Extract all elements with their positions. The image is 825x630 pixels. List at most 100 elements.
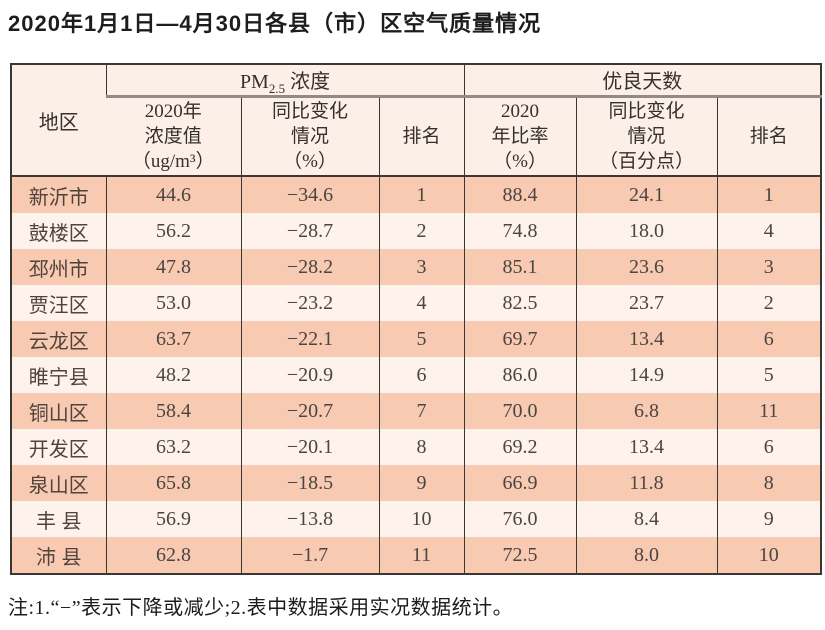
cell-gd-rank: 11: [716, 393, 822, 429]
air-quality-table: 地区 PM2.5 浓度 优良天数 2020年 浓度值 （ug/m³） 同比变化 …: [10, 63, 823, 575]
cell-pm-change: −28.7: [240, 213, 379, 249]
cell-region: 鼓楼区: [10, 213, 106, 249]
cell-gd-change: 8.4: [575, 501, 718, 537]
table-row: 泉山区 65.8 −18.5 9 66.9 11.8 8: [10, 465, 822, 501]
header-gd-rank: 排名: [716, 96, 822, 177]
header-pm-rank: 排名: [378, 96, 465, 177]
cell-gd-change: 23.6: [575, 249, 718, 285]
table-row: 铜山区 58.4 −20.7 7 70.0 6.8 11: [10, 393, 822, 429]
cell-gd-rate: 86.0: [463, 357, 577, 393]
cell-gd-change: 14.9: [575, 357, 718, 393]
cell-region: 丰 县: [10, 501, 106, 537]
header-pm-value: 2020年 浓度值 （ug/m³）: [106, 96, 241, 177]
cell-pm-rank: 5: [378, 321, 465, 357]
cell-pm-change: −22.1: [240, 321, 379, 357]
cell-pm-value: 53.0: [105, 285, 241, 321]
cell-pm-rank: 7: [378, 393, 465, 429]
cell-gd-change: 18.0: [575, 213, 718, 249]
cell-pm-rank: 2: [378, 213, 465, 249]
cell-pm-change: −20.9: [240, 357, 379, 393]
cell-gd-rate: 74.8: [463, 213, 577, 249]
cell-pm-value: 56.2: [105, 213, 241, 249]
cell-gd-rate: 85.1: [463, 249, 577, 285]
footnote: 注:1.“−”表示下降或减少;2.表中数据采用实况数据统计。: [8, 597, 514, 619]
cell-pm-change: −18.5: [240, 465, 379, 501]
cell-pm-value: 62.8: [105, 537, 241, 574]
table-row: 新沂市 44.6 −34.6 1 88.4 24.1 1: [10, 176, 822, 213]
cell-pm-rank: 1: [378, 176, 465, 213]
header-group-pm25: PM2.5 浓度: [105, 64, 465, 98]
page-title: 2020年1月1日—4月30日各县（市）区空气质量情况: [8, 11, 542, 36]
table-row: 贾汪区 53.0 −23.2 4 82.5 23.7 2: [10, 285, 822, 321]
cell-gd-change: 11.8: [575, 465, 718, 501]
table-row: 丰 县 56.9 −13.8 10 76.0 8.4 9: [10, 501, 822, 537]
cell-pm-change: −23.2: [240, 285, 379, 321]
cell-pm-value: 44.6: [105, 176, 241, 213]
table-row: 云龙区 63.7 −22.1 5 69.7 13.4 6: [10, 321, 822, 357]
cell-region: 泉山区: [10, 465, 106, 501]
cell-pm-change: −34.6: [240, 176, 379, 213]
cell-pm-value: 58.4: [105, 393, 241, 429]
cell-gd-rank: 6: [716, 321, 822, 357]
cell-pm-rank: 8: [378, 429, 465, 465]
pm25-subscript: 2.5: [268, 81, 286, 97]
cell-pm-rank: 9: [378, 465, 465, 501]
cell-gd-rank: 6: [716, 429, 822, 465]
cell-gd-change: 8.0: [575, 537, 718, 574]
cell-gd-change: 23.7: [575, 285, 718, 321]
header-pm-change: 同比变化 情况 （%）: [240, 96, 379, 177]
cell-region: 铜山区: [10, 393, 106, 429]
cell-pm-change: −20.1: [240, 429, 379, 465]
cell-gd-rank: 10: [716, 537, 822, 574]
cell-region: 睢宁县: [10, 357, 106, 393]
table-row: 邳州市 47.8 −28.2 3 85.1 23.6 3: [10, 249, 822, 285]
cell-gd-rate: 88.4: [463, 176, 577, 213]
cell-pm-value: 47.8: [105, 249, 241, 285]
cell-pm-change: −1.7: [240, 537, 379, 574]
cell-gd-rank: 8: [716, 465, 822, 501]
cell-gd-rate: 76.0: [463, 501, 577, 537]
cell-gd-rate: 72.5: [463, 537, 577, 574]
cell-pm-value: 63.2: [105, 429, 241, 465]
cell-pm-rank: 10: [378, 501, 465, 537]
cell-region: 新沂市: [10, 176, 106, 213]
cell-region: 开发区: [10, 429, 106, 465]
cell-pm-rank: 3: [378, 249, 465, 285]
cell-pm-rank: 4: [378, 285, 465, 321]
cell-gd-rank: 1: [716, 176, 822, 213]
cell-gd-rate: 66.9: [463, 465, 577, 501]
cell-gd-rank: 3: [716, 249, 822, 285]
cell-gd-rank: 5: [716, 357, 822, 393]
pm25-suffix: 浓度: [285, 71, 331, 94]
pm25-prefix: PM: [239, 71, 269, 94]
table-sub-header-row: 2020年 浓度值 （ug/m³） 同比变化 情况 （%） 排名 2020 年比…: [11, 96, 822, 177]
table-row: 开发区 63.2 −20.1 8 69.2 13.4 6: [10, 429, 822, 465]
table-row: 睢宁县 48.2 −20.9 6 86.0 14.9 5: [10, 357, 822, 393]
cell-region: 贾汪区: [10, 285, 106, 321]
cell-gd-rank: 4: [716, 213, 822, 249]
header-group-good-days: 优良天数: [463, 64, 822, 98]
cell-pm-change: −13.8: [240, 501, 379, 537]
cell-gd-rate: 70.0: [463, 393, 577, 429]
cell-gd-rate: 82.5: [463, 285, 577, 321]
cell-pm-value: 48.2: [105, 357, 241, 393]
cell-region: 邳州市: [10, 249, 106, 285]
table-row: 沛 县 62.8 −1.7 11 72.5 8.0 10: [10, 537, 822, 574]
cell-gd-change: 13.4: [575, 429, 718, 465]
cell-gd-rank: 2: [716, 285, 822, 321]
cell-pm-rank: 6: [378, 357, 465, 393]
cell-gd-change: 24.1: [575, 176, 718, 213]
table-row: 鼓楼区 56.2 −28.7 2 74.8 18.0 4: [10, 213, 822, 249]
cell-gd-rate: 69.7: [463, 321, 577, 357]
cell-pm-value: 56.9: [105, 501, 241, 537]
cell-gd-change: 13.4: [575, 321, 718, 357]
header-gd-change: 同比变化 情况 （百分点）: [575, 96, 718, 177]
cell-pm-change: −20.7: [240, 393, 379, 429]
header-region: 地区: [11, 64, 106, 177]
cell-pm-value: 65.8: [105, 465, 241, 501]
cell-pm-change: −28.2: [240, 249, 379, 285]
table-group-header-row: 地区 PM2.5 浓度 优良天数: [11, 64, 822, 177]
cell-pm-value: 63.7: [105, 321, 241, 357]
cell-pm-rank: 11: [378, 537, 465, 574]
cell-region: 沛 县: [10, 537, 106, 574]
